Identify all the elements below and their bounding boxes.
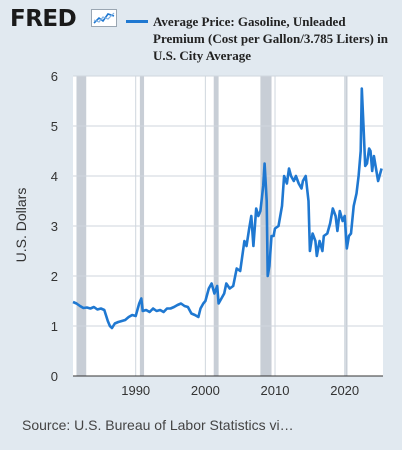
y-tick-label: 3 [51,219,58,234]
y-tick-label: 1 [51,319,58,334]
series-line [72,87,383,330]
x-tick-label: 1990 [121,383,150,398]
y-tick-label: 6 [51,69,58,84]
y-tick-label: 2 [51,269,58,284]
y-tick-label: 5 [51,119,58,134]
x-tick-label: 2000 [191,383,220,398]
y-tick-label: 4 [51,169,58,184]
y-tick-label: 0 [51,369,58,384]
source-note: Source: U.S. Bureau of Labor Statistics … [22,417,294,433]
x-tick-label: 2020 [330,383,359,398]
fred-logo[interactable]: FRED [10,6,77,32]
legend-label: Average Price: Gasoline, Unleaded Premiu… [153,14,388,63]
fred-graph-icon [91,9,117,27]
legend-swatch [126,20,148,23]
x-tick-label: 2010 [261,383,290,398]
